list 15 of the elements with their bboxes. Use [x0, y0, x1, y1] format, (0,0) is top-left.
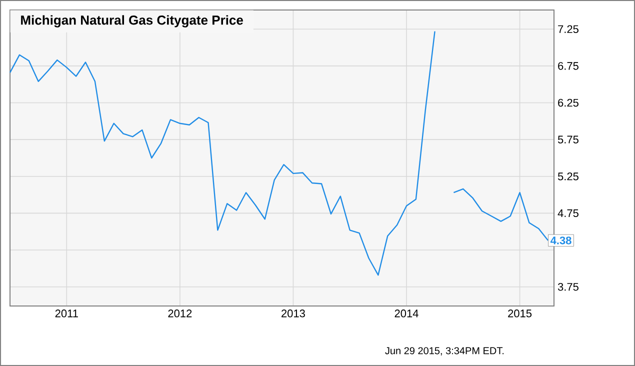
y-tick-label: 5.75 [558, 136, 578, 144]
chart-title: Michigan Natural Gas Citygate Price [21, 15, 243, 28]
y-tick-label: 6.75 [558, 62, 578, 70]
text: Jun 29 2015, 3:34PM EDT. [385, 347, 504, 356]
y-tick-label: 3.75 [558, 282, 578, 291]
y-tick-label: 4.75 [558, 209, 578, 218]
y-tick-label: 5.25 [558, 172, 578, 180]
x-tick-label: 2014 [394, 310, 418, 318]
x-tick-label: 2013 [282, 310, 305, 318]
x-tick-label: 2015 [508, 310, 532, 318]
x-tick-label: 2011 [55, 310, 78, 318]
x-tick-label: 2012 [168, 310, 192, 318]
y-tick-label: 6.25 [558, 98, 578, 107]
y-tick-label: 7.25 [558, 25, 578, 34]
data-label: 4.38 [550, 236, 572, 244]
